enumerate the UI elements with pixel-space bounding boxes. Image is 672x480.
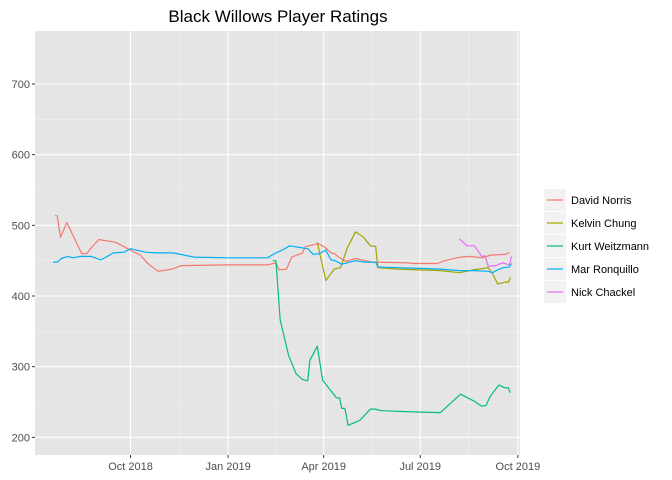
- legend-label-kurt-weitzmann: Kurt Weitzmann: [571, 241, 649, 253]
- series-layer: [53, 214, 513, 426]
- x-axis: Oct 2018 Jan 2019 Apr 2019 Jul 2019 Oct 2019: [108, 455, 540, 473]
- x-tick-label: Jul 2019: [399, 461, 441, 473]
- plot-panel: [35, 31, 520, 455]
- y-tick-label: 200: [12, 432, 30, 444]
- series-line-nick-chackel: [459, 238, 513, 267]
- legend: David Norris Kelvin Chung Kurt Weitzmann Ma…: [544, 189, 649, 303]
- x-tick-label: Oct 2018: [108, 461, 153, 473]
- y-tick-label: 300: [12, 362, 30, 374]
- minor-gridlines: [35, 31, 520, 455]
- y-tick-label: 700: [12, 79, 30, 91]
- legend-label-nick-chackel: Nick Chackel: [571, 287, 635, 299]
- x-tick-label: Jan 2019: [206, 461, 251, 473]
- series-line-david-norris: [55, 214, 510, 272]
- major-gridlines: [35, 31, 520, 455]
- legend-label-mar-ronquillo: Mar Ronquillo: [571, 264, 639, 276]
- x-tick-label: Oct 2019: [496, 461, 541, 473]
- series-line-kelvin-chung: [316, 231, 511, 285]
- y-tick-label: 600: [12, 150, 30, 162]
- chart-title: Black Willows Player Ratings: [168, 7, 387, 26]
- legend-label-kelvin-chung: Kelvin Chung: [571, 218, 636, 230]
- series-line-mar-ronquillo: [53, 245, 513, 274]
- y-tick-label: 400: [12, 291, 30, 303]
- series-line-kurt-weitzmann: [272, 260, 511, 426]
- legend-label-david-norris: David Norris: [571, 195, 632, 207]
- x-tick-label: Apr 2019: [301, 461, 346, 473]
- y-axis: 200 300 400 500 600 700: [12, 79, 35, 444]
- y-tick-label: 500: [12, 220, 30, 232]
